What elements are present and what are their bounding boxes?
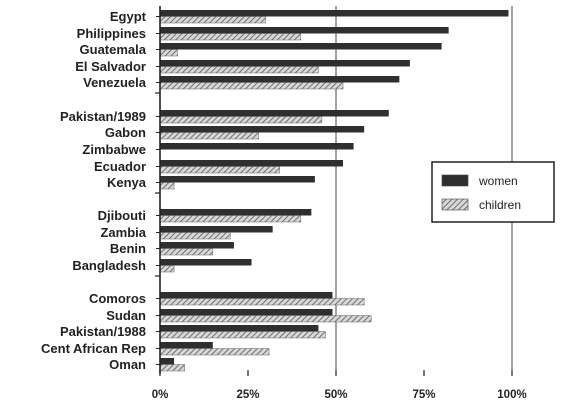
bar-children [159,315,372,323]
category-label: Pakistan/1988 [60,324,146,339]
bar-women [160,292,333,299]
category-label: El Salvador [75,59,146,74]
bar-women [160,242,234,249]
bar-women [160,309,333,316]
legend-swatch-women [441,174,469,187]
x-tick-label: 0% [152,389,169,401]
bar-children [159,265,175,273]
category-label: Pakistan/1989 [60,109,146,124]
bar-women [160,259,252,266]
bar-women [160,226,273,233]
bar-children [159,49,178,57]
category-label: Cent African Rep [41,341,146,356]
bar-women [160,110,389,117]
category-label: Bangladesh [72,258,146,273]
bar-children [159,298,365,306]
bar-children [159,116,323,124]
category-label: Philippines [77,26,146,41]
legend-label-women: women [478,174,518,188]
bar-women [160,358,175,365]
bar-women [160,76,400,83]
bar-children [159,82,344,90]
category-label: Sudan [106,308,146,323]
bar-children [159,232,231,240]
x-tick-label: 75% [412,389,435,401]
bar-children [159,33,302,41]
bar-children [159,331,326,339]
bar-women [160,10,509,17]
bar-women [160,60,410,67]
bar-children [159,248,214,256]
legend-label-children: children [479,198,521,212]
category-label: Zimbabwe [82,142,146,157]
category-label: Comoros [89,291,146,306]
category-label: Venezuela [83,75,147,90]
bar-children [159,16,266,24]
category-label: Benin [110,241,146,256]
legend-box [431,161,555,223]
bar-children [159,215,302,223]
category-label: Djibouti [98,208,146,223]
bar-women [160,176,315,183]
bar-women [160,126,365,133]
x-tick-label: 25% [236,389,259,401]
bar-children [159,66,319,74]
x-tick-label: 100% [497,389,526,401]
bar-children [159,182,175,190]
bar-children [159,364,185,372]
category-label: Egypt [110,9,147,24]
category-label: Oman [109,357,146,372]
bar-women [160,209,312,216]
bar-children [159,348,270,356]
legend-swatch-children [441,198,469,211]
category-label: Kenya [107,175,147,190]
bar-women [160,143,354,150]
category-label: Zambia [100,225,146,240]
bar-women [160,325,319,332]
category-label: Guatemala [80,42,147,57]
bar-children [159,166,280,174]
bar-women [160,27,449,34]
bar-women [160,342,213,349]
bar-women [160,43,442,50]
bar-women [160,160,344,167]
x-tick-label: 50% [324,389,347,401]
bar-children [159,132,259,140]
category-label: Ecuador [94,159,146,174]
category-label: Gabon [105,125,146,140]
